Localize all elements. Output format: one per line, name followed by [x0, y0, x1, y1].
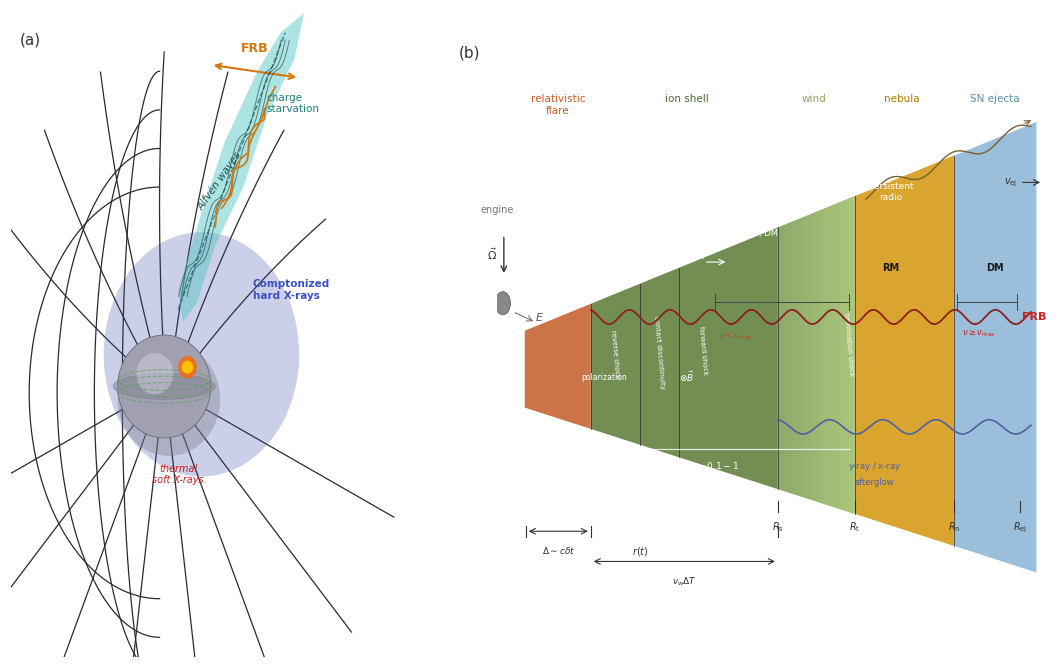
Text: (b): (b)	[459, 45, 480, 60]
Polygon shape	[808, 214, 811, 500]
Polygon shape	[852, 196, 855, 514]
Text: $\otimes \vec{B}$: $\otimes \vec{B}$	[679, 371, 695, 385]
Ellipse shape	[178, 356, 197, 379]
Polygon shape	[787, 222, 790, 493]
Text: wind: wind	[801, 94, 826, 105]
Text: engine: engine	[480, 205, 514, 215]
Polygon shape	[815, 211, 818, 502]
Polygon shape	[849, 197, 852, 513]
Polygon shape	[837, 202, 839, 509]
Polygon shape	[802, 216, 805, 498]
Text: $\nu \geq \nu_{\rm max}$: $\nu \geq \nu_{\rm max}$	[962, 328, 996, 339]
Polygon shape	[818, 210, 821, 503]
Text: ion shell: ion shell	[665, 94, 709, 105]
Polygon shape	[831, 205, 834, 507]
Polygon shape	[845, 198, 849, 512]
Text: $\nu < \nu_{\rm max}$: $\nu < \nu_{\rm max}$	[719, 330, 753, 342]
Text: relativistic
flare: relativistic flare	[530, 94, 585, 116]
Ellipse shape	[104, 232, 299, 476]
Ellipse shape	[113, 374, 216, 399]
Polygon shape	[805, 215, 808, 499]
Text: Comptonized
hard X-rays: Comptonized hard X-rays	[253, 279, 330, 301]
Text: $R_{\rm n}$: $R_{\rm n}$	[948, 520, 961, 534]
Polygon shape	[954, 122, 1037, 572]
Ellipse shape	[117, 335, 211, 438]
Text: , DM: , DM	[759, 229, 778, 238]
Text: $n \propto r^{-2}$: $n \propto r^{-2}$	[781, 152, 811, 165]
Text: termination shock: termination shock	[842, 312, 854, 376]
Polygon shape	[797, 218, 800, 496]
Text: $\gamma$-ray / x-ray: $\gamma$-ray / x-ray	[847, 460, 900, 473]
Text: DM: DM	[986, 263, 1004, 273]
Text: charge
starvation: charge starvation	[267, 92, 320, 115]
Text: $R_{\rm s}$: $R_{\rm s}$	[772, 520, 784, 534]
Text: forward shock: forward shock	[698, 326, 709, 375]
Polygon shape	[824, 207, 827, 505]
Text: Alfvén waves: Alfvén waves	[196, 149, 244, 212]
Polygon shape	[855, 155, 954, 546]
Text: (a): (a)	[20, 33, 41, 48]
Polygon shape	[778, 196, 855, 514]
Polygon shape	[178, 13, 304, 322]
Ellipse shape	[182, 360, 194, 374]
Text: contact discontinuity: contact discontinuity	[654, 316, 665, 389]
Text: $\Delta \sim c\delta t$: $\Delta \sim c\delta t$	[542, 545, 576, 556]
Polygon shape	[800, 217, 802, 497]
Polygon shape	[842, 200, 845, 511]
Text: thermal
soft X-rays: thermal soft X-rays	[152, 464, 204, 485]
Text: $r(t)$: $r(t)$	[632, 545, 649, 558]
Text: $R_{\rm t}$: $R_{\rm t}$	[850, 520, 860, 534]
Text: $\sigma \sim 0.1 - 1$: $\sigma \sim 0.1 - 1$	[690, 460, 740, 471]
Text: $R_{\rm ej}$: $R_{\rm ej}$	[1013, 520, 1027, 535]
Text: nebula: nebula	[883, 94, 919, 105]
Text: polarization: polarization	[582, 373, 627, 382]
Text: $n_{\rm ext} \propto r^{-k}$: $n_{\rm ext} \propto r^{-k}$	[695, 152, 736, 166]
Text: $v_{\rm ej}$: $v_{\rm ej}$	[1004, 176, 1017, 188]
Polygon shape	[839, 201, 842, 510]
Text: afterglow: afterglow	[854, 478, 894, 487]
Text: $v_{\rm w}\Delta T$: $v_{\rm w}\Delta T$	[672, 575, 697, 588]
Text: SN ejecta: SN ejecta	[970, 94, 1020, 105]
Text: reverse shock: reverse shock	[610, 330, 621, 379]
Polygon shape	[790, 221, 794, 494]
Polygon shape	[827, 206, 831, 506]
Text: induced
scattering: induced scattering	[682, 226, 725, 246]
Text: $\vec{\Omega}$: $\vec{\Omega}$	[487, 246, 497, 262]
Text: FRB: FRB	[241, 42, 269, 55]
Text: RM: RM	[882, 263, 899, 273]
Polygon shape	[590, 227, 778, 489]
Text: $\Gamma(t)$: $\Gamma(t)$	[728, 174, 745, 186]
Polygon shape	[821, 208, 824, 504]
Polygon shape	[794, 220, 797, 495]
Polygon shape	[525, 304, 590, 429]
Ellipse shape	[495, 291, 510, 315]
Text: FRB: FRB	[1022, 312, 1046, 322]
Polygon shape	[834, 204, 837, 508]
Ellipse shape	[136, 353, 174, 394]
Text: $v_{\rm w}$: $v_{\rm w}$	[805, 174, 818, 185]
Text: $E$: $E$	[534, 311, 544, 323]
Text: persistent
radio: persistent radio	[868, 182, 913, 202]
Ellipse shape	[117, 343, 220, 456]
Polygon shape	[811, 212, 815, 501]
Text: $\vec{k}$: $\vec{k}$	[699, 248, 707, 262]
